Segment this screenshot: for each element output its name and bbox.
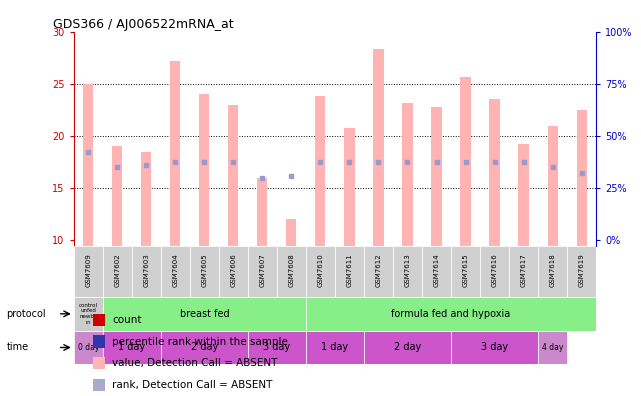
- Text: 2 day: 2 day: [394, 343, 421, 352]
- Bar: [306, 246, 335, 297]
- Bar: [576, 110, 587, 246]
- Text: control
unfed
newbo
rn: control unfed newbo rn: [79, 303, 97, 325]
- Bar: [257, 178, 267, 246]
- Text: GSM7617: GSM7617: [520, 253, 526, 287]
- Text: GSM7604: GSM7604: [172, 253, 178, 287]
- Bar: [451, 331, 538, 364]
- Bar: [373, 50, 383, 246]
- Bar: [519, 144, 529, 246]
- Bar: [451, 246, 480, 297]
- Text: GSM7609: GSM7609: [85, 253, 91, 287]
- Bar: [480, 246, 509, 297]
- Text: percentile rank within the sample: percentile rank within the sample: [112, 337, 288, 346]
- Bar: [344, 128, 354, 246]
- Bar: [103, 297, 306, 331]
- Bar: [277, 246, 306, 297]
- Bar: [364, 246, 393, 297]
- Bar: [538, 246, 567, 297]
- Text: 1 day: 1 day: [321, 343, 349, 352]
- Text: GSM7615: GSM7615: [463, 253, 469, 287]
- Bar: [83, 84, 94, 246]
- Text: 3 day: 3 day: [263, 343, 290, 352]
- Bar: [161, 246, 190, 297]
- Bar: [460, 76, 470, 246]
- Text: GSM7603: GSM7603: [144, 253, 149, 287]
- Bar: [161, 331, 248, 364]
- Text: count: count: [112, 315, 142, 325]
- Text: 3 day: 3 day: [481, 343, 508, 352]
- Bar: [431, 107, 442, 246]
- Bar: [567, 246, 596, 297]
- Text: rank, Detection Call = ABSENT: rank, Detection Call = ABSENT: [112, 380, 272, 390]
- Text: GSM7608: GSM7608: [288, 253, 294, 287]
- Text: protocol: protocol: [6, 309, 46, 319]
- Bar: [94, 379, 105, 391]
- Bar: [94, 314, 105, 326]
- Bar: [364, 331, 451, 364]
- Text: GSM7613: GSM7613: [404, 253, 410, 287]
- Bar: [141, 152, 151, 246]
- Bar: [228, 105, 238, 246]
- Bar: [74, 246, 103, 297]
- Bar: [315, 96, 326, 246]
- Bar: [219, 246, 248, 297]
- Bar: [112, 147, 122, 246]
- Bar: [335, 246, 364, 297]
- Text: GSM7605: GSM7605: [201, 253, 207, 287]
- Text: 1 day: 1 day: [118, 343, 146, 352]
- Bar: [547, 126, 558, 246]
- Text: GSM7619: GSM7619: [579, 253, 585, 287]
- Bar: [248, 246, 277, 297]
- Bar: [306, 297, 596, 331]
- Text: GSM7614: GSM7614: [433, 253, 440, 287]
- Bar: [538, 331, 567, 364]
- Text: 4 day: 4 day: [542, 343, 563, 352]
- Bar: [132, 246, 161, 297]
- Bar: [248, 331, 306, 364]
- Text: breast fed: breast fed: [179, 309, 229, 319]
- Bar: [403, 103, 413, 246]
- Text: time: time: [6, 343, 29, 352]
- Bar: [103, 331, 161, 364]
- Bar: [287, 219, 297, 246]
- Text: GSM7616: GSM7616: [492, 253, 497, 287]
- Bar: [171, 61, 180, 246]
- Bar: [509, 246, 538, 297]
- Text: GSM7610: GSM7610: [317, 253, 324, 287]
- Text: GSM7611: GSM7611: [346, 253, 353, 287]
- Text: GSM7607: GSM7607: [260, 253, 265, 287]
- Bar: [490, 99, 499, 246]
- Text: GSM7612: GSM7612: [376, 253, 381, 287]
- Bar: [74, 297, 103, 331]
- Text: 2 day: 2 day: [190, 343, 218, 352]
- Bar: [199, 94, 210, 246]
- Bar: [306, 331, 364, 364]
- Bar: [94, 335, 105, 348]
- Text: 0 day: 0 day: [78, 343, 99, 352]
- Text: value, Detection Call = ABSENT: value, Detection Call = ABSENT: [112, 358, 278, 368]
- Text: GSM7618: GSM7618: [549, 253, 556, 287]
- Bar: [393, 246, 422, 297]
- Text: GDS366 / AJ006522mRNA_at: GDS366 / AJ006522mRNA_at: [53, 17, 233, 30]
- Bar: [422, 246, 451, 297]
- Bar: [94, 357, 105, 369]
- Bar: [74, 331, 103, 364]
- Bar: [103, 246, 132, 297]
- Bar: [190, 246, 219, 297]
- Text: formula fed and hypoxia: formula fed and hypoxia: [392, 309, 511, 319]
- Text: GSM7606: GSM7606: [230, 253, 237, 287]
- Text: GSM7602: GSM7602: [114, 253, 121, 287]
